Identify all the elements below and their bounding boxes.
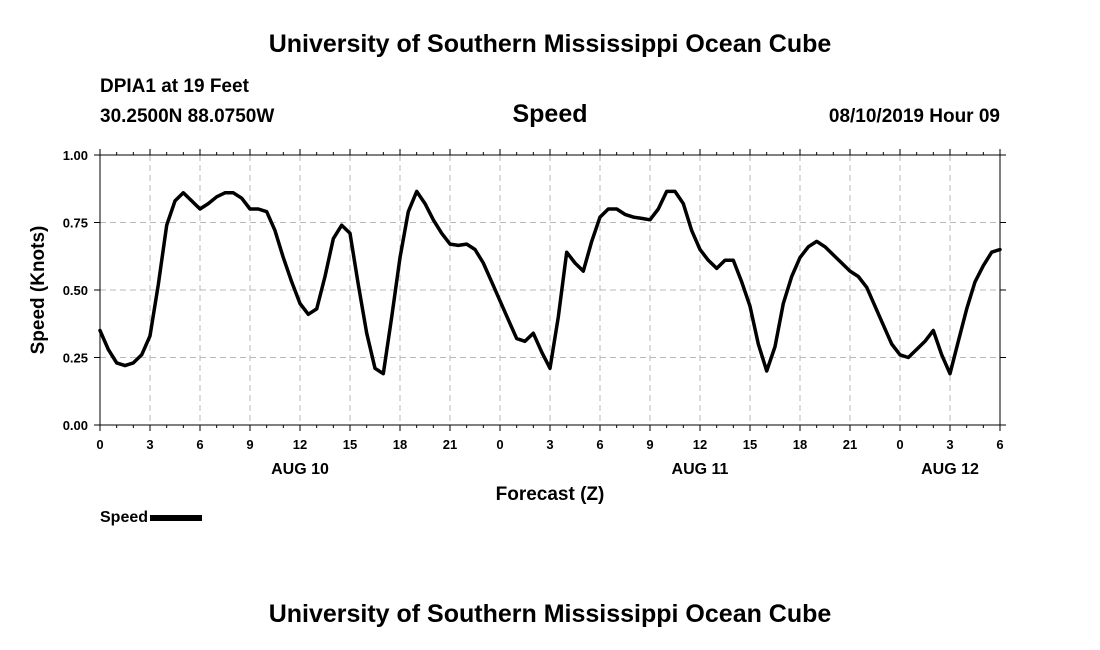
metric-title: Speed xyxy=(512,100,588,128)
date-label: AUG 10 xyxy=(271,461,329,478)
y-tick-label: 0.50 xyxy=(63,283,88,298)
y-tick-label: 1.00 xyxy=(63,148,88,163)
x-tick-label: 0 xyxy=(96,437,103,452)
date-label: AUG 11 xyxy=(672,461,729,478)
x-tick-label: 3 xyxy=(146,437,153,452)
forecast-date-label: 08/10/2019 Hour 09 xyxy=(828,106,1000,127)
x-tick-label: 15 xyxy=(743,437,757,452)
x-tick-label: 18 xyxy=(393,437,407,452)
x-tick-label: 6 xyxy=(196,437,203,452)
grid-layer xyxy=(100,155,1000,425)
x-tick-label: 9 xyxy=(646,437,653,452)
tick-layer xyxy=(94,149,1006,431)
x-tick-label: 0 xyxy=(496,437,503,452)
legend: Speed xyxy=(100,509,203,527)
coordinates-label: 30.2500N 88.0750W xyxy=(100,106,275,127)
chart-title-top: University of Southern Mississippi Ocean… xyxy=(268,30,832,58)
x-tick-label: 3 xyxy=(946,437,953,452)
x-tick-label: 15 xyxy=(343,437,357,452)
y-tick-label: 0.25 xyxy=(63,351,88,366)
x-tick-label: 6 xyxy=(996,437,1003,452)
legend-label: Speed xyxy=(100,509,149,526)
x-tick-label: 21 xyxy=(443,437,457,452)
label-layer: 0 3 6 9 12 15 18 21 0 3 6 9 12 15 18 21 0 3 6 0.00 0.25 0.50 0… xyxy=(28,148,1004,505)
series-layer xyxy=(98,189,1002,376)
chart-title-bottom: University of Southern Mississippi Ocean… xyxy=(268,600,832,628)
x-tick-label: 12 xyxy=(293,437,307,452)
x-tick-label: 12 xyxy=(693,437,707,452)
speed-series-line xyxy=(98,189,1002,376)
x-tick-label: 6 xyxy=(596,437,603,452)
x-tick-label: 18 xyxy=(793,437,807,452)
date-label: AUG 12 xyxy=(921,461,979,478)
station-label: DPIA1 at 19 Feet xyxy=(100,76,249,97)
y-axis-title: Speed (Knots) xyxy=(28,226,49,355)
y-tick-label: 0.75 xyxy=(63,216,88,231)
y-tick-label: 0.00 xyxy=(63,418,88,433)
x-tick-label: 9 xyxy=(246,437,253,452)
x-tick-label: 21 xyxy=(843,437,857,452)
x-tick-label: 3 xyxy=(546,437,553,452)
legend-swatch xyxy=(150,515,203,521)
x-axis-title: Forecast (Z) xyxy=(496,484,605,505)
x-tick-label: 0 xyxy=(896,437,903,452)
